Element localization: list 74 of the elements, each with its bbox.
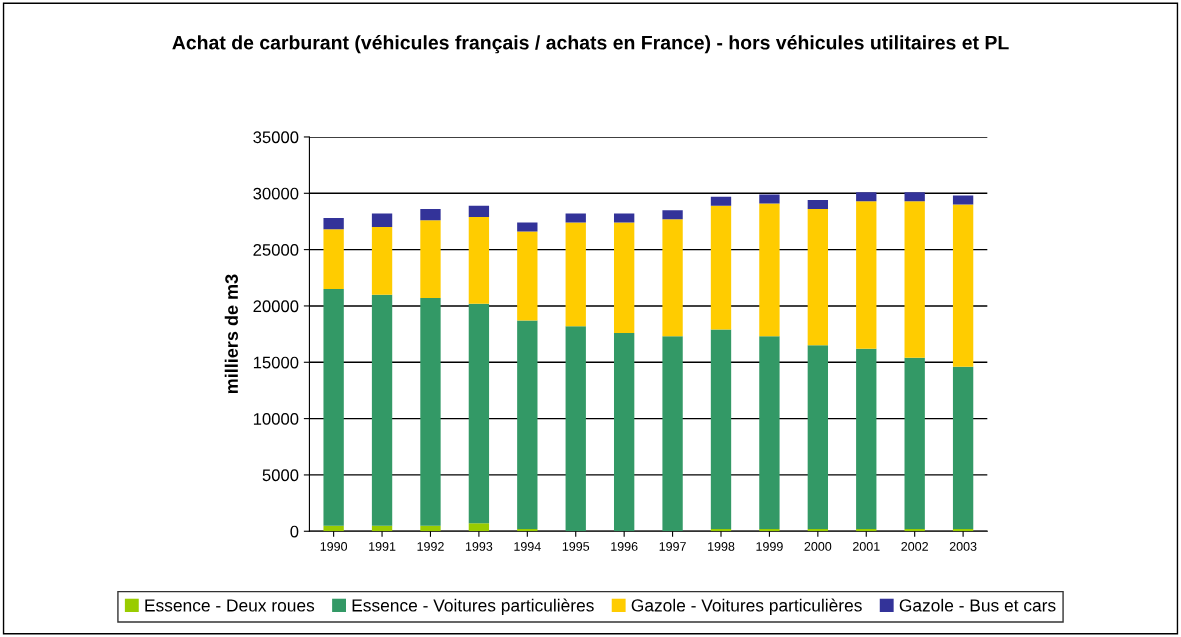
- legend-label: Gazole - Bus et cars: [899, 598, 1056, 612]
- bar: [759, 529, 780, 532]
- x-tick-label: 1998: [708, 542, 735, 551]
- bar: [952, 195, 974, 205]
- x-tick-label: 1995: [562, 542, 590, 551]
- y-tick-label: 10000: [253, 413, 299, 425]
- bar: [420, 209, 441, 221]
- bar: [323, 289, 344, 526]
- bar: [371, 227, 393, 295]
- bar: [856, 348, 877, 529]
- x-tick-label: 1996: [611, 542, 638, 551]
- bar: [468, 523, 490, 532]
- bar: [613, 332, 635, 532]
- bar: [759, 194, 780, 204]
- bar: [517, 320, 538, 529]
- x-tick-label: 1992: [417, 542, 444, 551]
- bar: [517, 222, 538, 232]
- chart-title: Achat de carburant (véhicules français / achats en France) - hors véhicules utilitaires et PL: [172, 35, 1009, 54]
- bar: [468, 205, 490, 217]
- bar: [565, 213, 586, 223]
- bar: [710, 196, 732, 206]
- bar: [662, 219, 683, 337]
- bar: [468, 216, 490, 304]
- x-tick-label: 1993: [465, 542, 493, 551]
- y-tick-label: 35000: [253, 131, 299, 144]
- legend-label: Essence - Voitures particulières: [352, 598, 594, 615]
- y-tick-label: 5000: [262, 469, 299, 482]
- x-tick-label: 1994: [514, 542, 541, 551]
- x-tick-label: 2002: [901, 542, 928, 551]
- bar: [662, 210, 683, 220]
- y-tick-label: 0: [290, 525, 299, 538]
- legend-label: Essence - Deux roues: [145, 599, 315, 612]
- bar: [662, 336, 683, 532]
- bar: [323, 218, 344, 230]
- bar: [420, 220, 441, 299]
- bar: [952, 366, 974, 529]
- bar: [420, 525, 441, 532]
- bar: [807, 200, 829, 210]
- x-tick-label: 1991: [369, 542, 396, 551]
- bar: [323, 525, 344, 532]
- bar: [710, 205, 732, 330]
- bar: [759, 203, 780, 337]
- y-axis-title: milliers de m3: [224, 274, 239, 394]
- x-tick-label: 1999: [756, 542, 783, 551]
- bar: [323, 229, 344, 290]
- y-tick-label: 15000: [253, 356, 299, 369]
- bar: [613, 213, 635, 223]
- bar: [420, 298, 441, 526]
- bar: [904, 192, 925, 202]
- bar: [856, 192, 877, 202]
- bar: [807, 209, 829, 346]
- y-tick-label: 30000: [253, 187, 299, 200]
- bar: [856, 201, 877, 349]
- bar: [371, 213, 393, 228]
- y-tick-label: 20000: [253, 300, 299, 313]
- bar: [904, 201, 925, 358]
- bar: [371, 294, 393, 526]
- x-tick-label: 2003: [949, 542, 977, 551]
- bar: [807, 345, 829, 529]
- bar: [468, 303, 490, 524]
- x-tick-label: 2000: [804, 542, 832, 551]
- bar: [565, 326, 586, 532]
- bar: [952, 204, 974, 367]
- bar: [710, 329, 732, 529]
- bar: [759, 336, 780, 529]
- x-tick-label: 1997: [659, 542, 686, 551]
- y-tick-label: 25000: [253, 244, 299, 256]
- bar: [904, 357, 925, 529]
- bar: [565, 222, 586, 327]
- legend-label: Gazole - Voitures particulières: [631, 598, 862, 615]
- x-tick-label: 2001: [852, 542, 880, 551]
- bar: [613, 222, 635, 333]
- x-tick-label: 1990: [320, 542, 348, 551]
- bar: [517, 231, 538, 321]
